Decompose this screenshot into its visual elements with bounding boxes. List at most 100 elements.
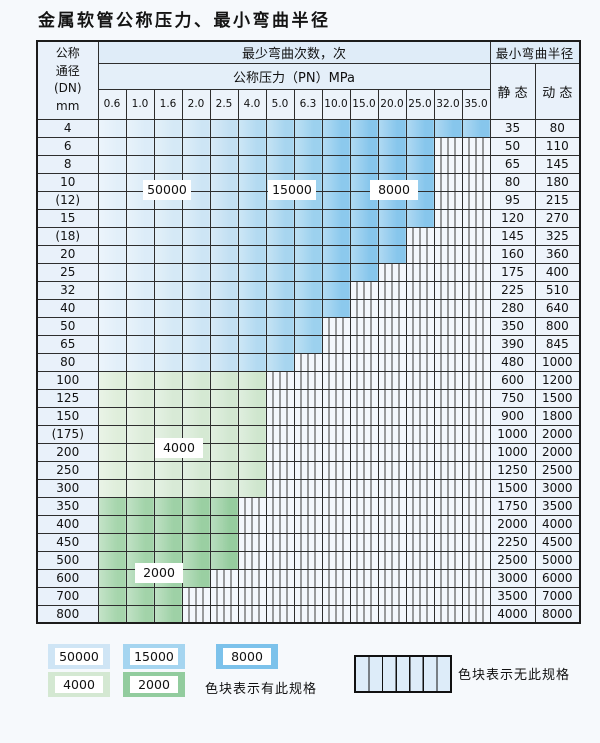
no-spec-cell [349,388,379,408]
table-row: 32 225 510 [36,280,581,300]
dynamic-radius-cell: 7000 [534,586,581,606]
spec-available-cell [181,550,211,570]
spec-available-cell [237,136,267,156]
dn-cell: (175) [36,424,99,444]
spec-available-cell [293,334,323,354]
no-spec-cell [349,478,379,498]
no-spec-cell [265,514,295,534]
spec-available-cell [97,226,127,246]
no-spec-cell [293,586,323,606]
static-radius-cell: 1500 [489,478,536,498]
table-row: (18) 145 325 [36,226,581,246]
static-radius-cell: 3500 [489,586,536,606]
dn-header: 公称 通径 (DN) mm [36,40,99,120]
no-spec-cell [405,406,435,426]
spec-available-cell [125,154,155,174]
spec-available-cell [237,154,267,174]
no-spec-cell [349,460,379,480]
no-spec-cell [377,298,407,318]
no-spec-cell [321,406,351,426]
bend-radius-header: 最小弯曲半径 [489,40,581,64]
spec-available-cell [153,136,183,156]
spec-available-cell [153,586,183,606]
legend-swatch-label: 15000 [130,648,178,665]
no-spec-cell [377,478,407,498]
static-radius-cell: 1000 [489,442,536,462]
spec-available-cell [405,208,435,228]
dn-cell: 40 [36,298,99,318]
spec-available-cell [321,190,351,210]
spec-available-cell [125,532,155,552]
table-row: 125 750 1500 [36,388,581,408]
spec-available-cell [125,370,155,390]
spec-available-cell [265,208,295,228]
dynamic-radius-cell: 180 [534,172,581,192]
spec-available-cell [125,208,155,228]
spec-available-cell [293,136,323,156]
spec-available-cell [153,226,183,246]
no-spec-cell [461,352,491,372]
no-spec-cell [209,604,239,624]
static-radius-cell: 600 [489,370,536,390]
cycle-count-label: 50000 [143,180,191,200]
spec-available-cell [125,136,155,156]
dynamic-radius-cell: 8000 [534,604,581,624]
dynamic-radius-cell: 215 [534,190,581,210]
pressure-value-cell: 0.6 [97,88,127,120]
spec-available-cell [349,154,379,174]
spec-available-cell [125,334,155,354]
no-spec-cell [433,514,463,534]
spec-available-cell [293,118,323,138]
no-spec-cell [265,586,295,606]
no-spec-cell [461,334,491,354]
no-spec-cell [377,424,407,444]
no-spec-cell [433,262,463,282]
spec-available-cell [125,244,155,264]
dn-header-line: 公称 [55,46,80,61]
no-spec-cell [461,316,491,336]
dn-cell: 700 [36,586,99,606]
no-spec-cell [321,370,351,390]
no-spec-cell [405,424,435,444]
static-radius-cell: 65 [489,154,536,174]
no-spec-cell [377,514,407,534]
spec-available-cell [209,532,239,552]
no-spec-cell [265,568,295,588]
spec-available-cell [321,226,351,246]
bend-cycles-header: 最少弯曲次数，次 [97,40,491,64]
dn-cell: 4 [36,118,99,138]
no-spec-cell [405,352,435,372]
pressure-value-cell: 4.0 [237,88,267,120]
table-row: 40 280 640 [36,298,581,318]
pressure-value-cell: 10.0 [321,88,351,120]
no-spec-cell [321,424,351,444]
spec-available-cell [153,604,183,624]
spec-available-cell [209,190,239,210]
no-spec-cell [321,478,351,498]
no-spec-cell [265,442,295,462]
spec-available-cell [181,226,211,246]
spec-available-cell [97,172,127,192]
no-spec-cell [349,334,379,354]
no-spec-cell [433,316,463,336]
spec-available-cell [97,388,127,408]
table-row: 15 120 270 [36,208,581,228]
dynamic-radius-cell: 270 [534,208,581,228]
static-column-header: 静 态 [489,62,536,120]
spec-available-cell [321,172,351,192]
table-row: 100 600 1200 [36,370,581,390]
no-spec-cell [405,262,435,282]
spec-available-cell [265,244,295,264]
no-spec-cell [377,388,407,408]
dynamic-radius-cell: 6000 [534,568,581,588]
no-spec-cell [433,190,463,210]
dn-cell: 8 [36,154,99,174]
spec-available-cell [181,532,211,552]
legend-swatch-label: 4000 [55,676,103,693]
spec-available-cell [125,316,155,336]
no-spec-cell [377,496,407,516]
no-spec-cell [405,514,435,534]
spec-available-cell [181,406,211,426]
static-radius-cell: 2250 [489,532,536,552]
